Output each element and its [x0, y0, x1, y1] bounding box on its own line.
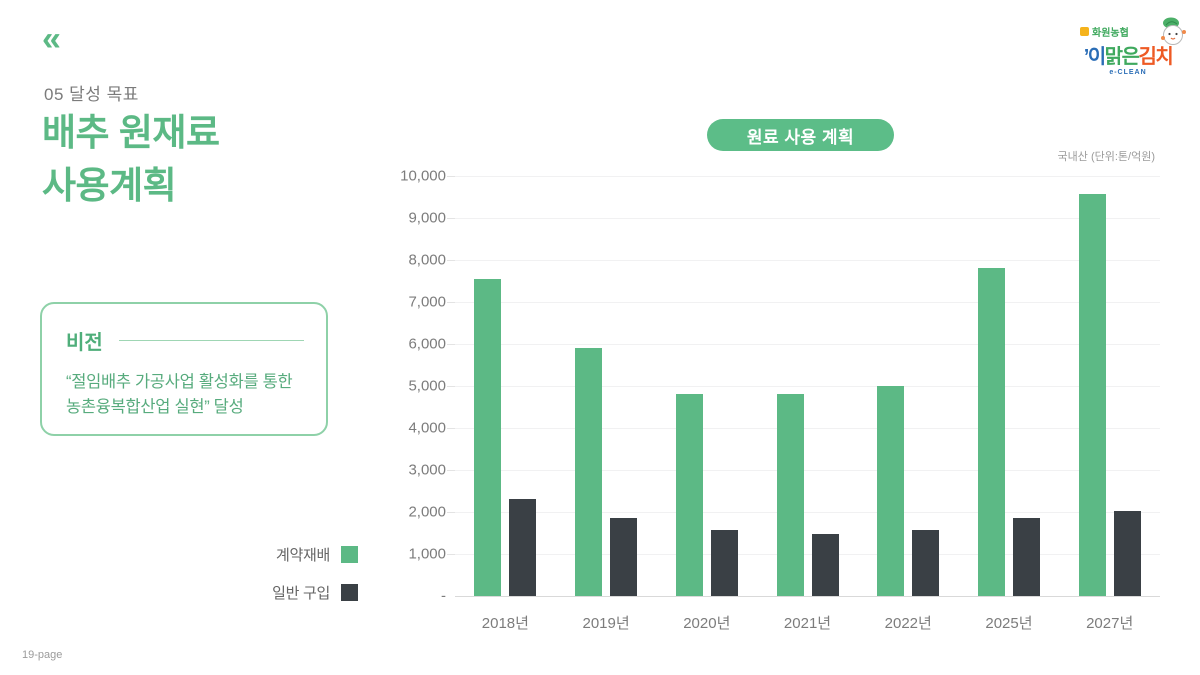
bar-series-1 — [912, 529, 940, 596]
bar-series-1 — [1113, 511, 1141, 596]
bar-group — [959, 176, 1060, 596]
gridline — [447, 176, 1160, 177]
bar-series-0 — [1078, 194, 1106, 596]
bar-series-0 — [675, 394, 703, 596]
x-axis-label: 2022년 — [884, 615, 932, 632]
page-number: 19-page — [22, 649, 63, 661]
gridline — [447, 428, 1160, 429]
vision-body-line2: 농촌융복합산업 실현” 달성 — [66, 398, 244, 416]
chart-title-badge: 원료 사용 계획 — [707, 119, 894, 151]
gridline — [447, 470, 1160, 471]
vision-divider — [118, 340, 304, 341]
y-axis-tick: 2,000 — [408, 503, 446, 521]
coop-name-label: 화원농협 — [1092, 28, 1129, 39]
page-title-line2: 사용계획 — [42, 165, 177, 206]
bar-series-0 — [977, 268, 1005, 596]
back-nav-icon[interactable]: « — [42, 20, 61, 58]
bar-series-1 — [811, 534, 839, 596]
x-axis-label: 2025년 — [985, 615, 1033, 632]
x-axis-label: 2027년 — [1086, 615, 1134, 632]
legend-item: 일반 구입 — [260, 582, 358, 603]
page-title-line1: 배추 원재료 — [42, 112, 220, 153]
x-axis-labels: 2018년 2019년 2020년 2021년 2022년 2025년 2027년 — [455, 612, 1160, 633]
y-axis-tick: 3,000 — [408, 461, 446, 479]
y-axis-tick: 1,000 — [408, 545, 446, 563]
bar-group — [556, 176, 657, 596]
bar-group — [858, 176, 959, 596]
legend-swatch — [341, 584, 358, 601]
x-axis-label: 2018년 — [481, 615, 529, 632]
gridline — [447, 512, 1160, 513]
gridline — [447, 302, 1160, 303]
coop-emblem-icon — [1080, 27, 1089, 36]
bar-group — [1059, 176, 1160, 596]
bar-series-0 — [776, 394, 804, 596]
y-axis-tick: 4,000 — [408, 419, 446, 437]
bar-group — [757, 176, 858, 596]
vision-body-line1: “절임배추 가공사업 활성화를 통한 — [66, 373, 293, 391]
bar-series-1 — [610, 518, 638, 596]
bar-series-0 — [877, 386, 905, 596]
mascot-icon — [1161, 17, 1186, 45]
x-axis-label: 2019년 — [582, 615, 630, 632]
brand-part-green: 맑은 — [1104, 46, 1140, 68]
brand-part-blue: ’이 — [1083, 46, 1106, 68]
y-axis-tick: - — [441, 587, 446, 605]
section-label: 05 달성 목표 — [44, 85, 139, 104]
gridline — [447, 218, 1160, 219]
gridline — [447, 554, 1160, 555]
gridline — [447, 344, 1160, 345]
y-axis-tick: 6,000 — [408, 335, 446, 353]
brand-wordmark: ’이맑은김치 — [1070, 40, 1186, 69]
gridline — [447, 260, 1160, 261]
y-axis-tick: 5,000 — [408, 377, 446, 395]
bar-group — [455, 176, 556, 596]
y-axis-tick: 7,000 — [408, 293, 446, 311]
legend-swatch — [341, 546, 358, 563]
legend-label: 일반 구입 — [272, 585, 330, 602]
bar-groups — [455, 176, 1160, 596]
brand-subtext: e-CLEAN — [1109, 69, 1147, 76]
vision-heading: 비전 — [66, 332, 103, 354]
y-axis-labels: - 1,000 2,000 3,000 4,000 5,000 6,000 7,000 8,00… — [358, 168, 446, 605]
brand-part-orange: 김치 — [1138, 46, 1173, 68]
brand-logo: 화원농협 ’이맑은김치 e-CLEAN — [1070, 17, 1186, 76]
bar-series-0 — [575, 348, 603, 596]
legend-item: 계약재배 — [260, 544, 358, 565]
bar-series-0 — [474, 278, 502, 596]
coop-name: 화원농협 — [1070, 24, 1186, 39]
vision-heading-row: 비전 — [66, 326, 304, 355]
bar-series-1 — [509, 499, 537, 596]
y-axis-tick: 10,000 — [400, 167, 446, 185]
x-axis-label: 2021년 — [783, 615, 832, 632]
gridline — [447, 386, 1160, 387]
bar-group — [656, 176, 757, 596]
x-axis-label: 2020년 — [683, 615, 731, 632]
bar-series-1 — [710, 529, 738, 596]
bar-series-1 — [1012, 518, 1040, 596]
legend-label: 계약재배 — [275, 547, 330, 564]
plot-area — [447, 176, 1160, 597]
chart-unit-note: 국내산 (단위:톤/억원) — [1057, 151, 1155, 163]
y-axis-tick: 9,000 — [408, 209, 446, 227]
y-axis-tick: 8,000 — [408, 251, 446, 269]
